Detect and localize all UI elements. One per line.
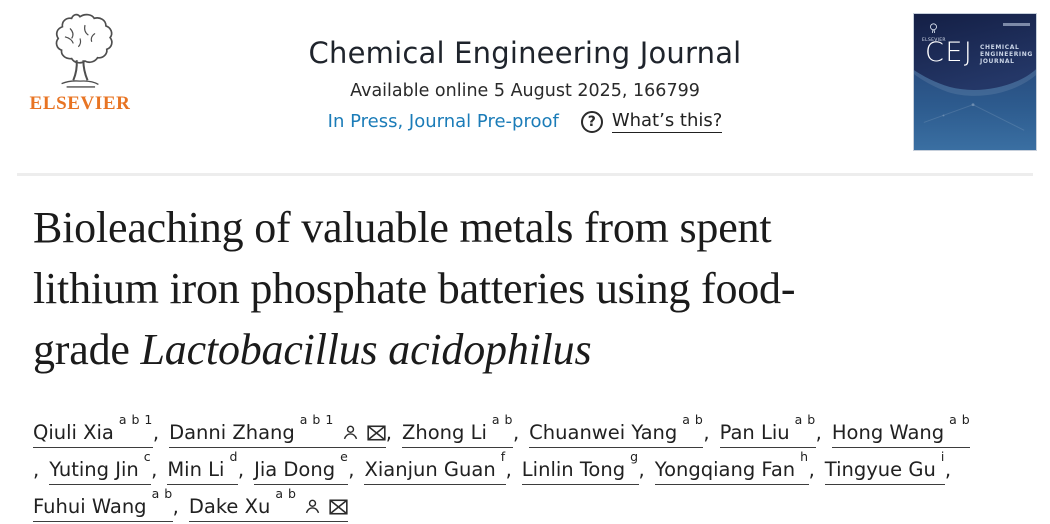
author-separator: , xyxy=(512,420,520,444)
status-row: In Press, Journal Pre-proof ? What’s thi… xyxy=(195,110,855,133)
author-separator: , xyxy=(172,494,179,518)
author-name[interactable]: Min Li xyxy=(167,457,225,481)
author-name[interactable]: Jia Dong xyxy=(254,457,336,481)
author-separator: , xyxy=(152,420,160,444)
cover-mini-tree-icon xyxy=(930,23,938,33)
article-title-line: lithium iron phosphate batteries using f… xyxy=(33,264,796,313)
author-affiliations: e xyxy=(340,449,349,464)
author-line-1: Qiuli Xiaa b 1, Danni Zhanga b 1, Zhong Li… xyxy=(33,412,980,449)
cover-journal-name: CHEMICAL ENGINEERING JOURNAL xyxy=(980,44,1033,65)
article-title-line: grade Lactobacillus acidophilus xyxy=(33,319,1028,380)
author-link[interactable]: Tingyue Gu i xyxy=(824,449,945,485)
author-separator: , xyxy=(944,457,952,481)
person-icon xyxy=(304,492,321,522)
author-link[interactable]: Pan Liu a b xyxy=(719,412,816,448)
author-affiliations: g xyxy=(630,449,639,464)
author-separator: , xyxy=(348,457,355,481)
cover-name-line: CHEMICAL xyxy=(980,44,1020,51)
author-separator: , xyxy=(638,457,645,481)
person-icon xyxy=(342,418,359,448)
author-link[interactable]: Qiuli Xia a b 1 xyxy=(33,412,153,448)
article-title-regular: grade xyxy=(33,325,141,374)
author-separator: , xyxy=(385,420,392,444)
elsevier-logo[interactable]: ELSEVIER xyxy=(28,10,132,115)
author-affiliations: a b xyxy=(794,412,816,427)
author-name[interactable]: Xianjun Guan xyxy=(364,457,496,481)
cover-name-line: JOURNAL xyxy=(980,58,1015,65)
author-link[interactable]: Jia Dong e xyxy=(254,449,349,485)
article-title-species-italic: Lactobacillus acidophilus xyxy=(140,325,592,374)
author-name[interactable]: Chuanwei Yang xyxy=(529,420,678,444)
author-affiliations: f xyxy=(500,449,506,464)
author-name[interactable]: Fuhui Wang xyxy=(33,494,147,518)
in-press-link[interactable]: In Press, Journal Pre-proof xyxy=(327,111,559,132)
author-name[interactable]: Yuting Jin xyxy=(49,457,139,481)
author-separator: , xyxy=(33,457,40,481)
author-link[interactable]: Dake Xu a b xyxy=(188,486,349,522)
author-affiliations: h xyxy=(800,449,809,464)
envelope-icon[interactable] xyxy=(329,492,349,522)
author-link[interactable]: Yuting Jin c xyxy=(49,449,152,485)
author-link[interactable]: Fuhui Wang a b xyxy=(33,486,173,522)
elsevier-wordmark: ELSEVIER xyxy=(29,93,131,114)
elsevier-tree-icon xyxy=(55,13,113,88)
author-name[interactable]: Pan Liu xyxy=(719,420,790,444)
author-affiliations: a b 1 xyxy=(299,412,334,427)
cover-volume-text-bar xyxy=(1003,23,1030,26)
author-name[interactable]: Qiuli Xia xyxy=(33,420,114,444)
author-affiliations: i xyxy=(940,449,945,464)
author-link[interactable]: Linlin Tong g xyxy=(521,449,639,485)
author-link[interactable]: Zhong Li a b xyxy=(402,412,513,448)
author-link[interactable]: Danni Zhang a b 1 xyxy=(169,412,386,448)
author-link[interactable]: Yongqiang Fan h xyxy=(654,449,809,485)
masthead: Chemical Engineering Journal Available o… xyxy=(195,36,855,133)
author-affiliations: d xyxy=(229,449,238,464)
author-name[interactable]: Yongqiang Fan xyxy=(654,457,796,481)
cover-wave-graphic xyxy=(914,14,1036,131)
author-link[interactable]: Min Li d xyxy=(167,449,238,485)
question-icon[interactable]: ? xyxy=(580,110,603,133)
author-separator: , xyxy=(151,457,158,481)
author-name[interactable]: Hong Wang xyxy=(831,420,945,444)
article-title: Bioleaching of valuable metals from spen… xyxy=(33,197,1028,380)
header-divider xyxy=(17,173,1033,176)
whats-this-link[interactable]: What’s this? xyxy=(611,110,723,133)
author-name[interactable]: Linlin Tong xyxy=(521,457,626,481)
author-link[interactable]: Hong Wang a b xyxy=(831,412,971,448)
author-separator: , xyxy=(703,420,710,444)
author-name[interactable]: Tingyue Gu xyxy=(824,457,936,481)
availability-text: Available online 5 August 2025, 166799 xyxy=(350,81,700,101)
author-separator: , xyxy=(505,457,512,481)
journal-cover-thumbnail[interactable]: ELSEVIER CEJ CHEMICAL ENGINEERING JOURNA… xyxy=(913,13,1037,151)
cover-mini-elsevier-logo: ELSEVIER xyxy=(922,19,946,43)
author-affiliations: a b xyxy=(491,412,513,427)
author-separator: , xyxy=(808,457,815,481)
author-link[interactable]: Xianjun Guan f xyxy=(364,449,506,485)
article-title-line: Bioleaching of valuable metals from spen… xyxy=(33,203,772,252)
author-list: Qiuli Xiaa b 1, Danni Zhanga b 1, Zhong Li… xyxy=(33,412,980,523)
cover-mini-wordmark: ELSEVIER xyxy=(922,38,946,43)
author-line-2: , Yuting Jinc, Min Lid, Jia Donge, Xianjun G… xyxy=(33,449,980,486)
envelope-icon[interactable] xyxy=(367,418,386,448)
author-name[interactable]: Zhong Li xyxy=(402,420,487,444)
author-affiliations: c xyxy=(143,449,152,464)
author-line-3: Fuhui Wang a b, Dake Xu a b xyxy=(33,486,980,523)
author-affiliations: a b 1 xyxy=(118,412,153,427)
author-affiliations: a b xyxy=(949,412,971,427)
author-name[interactable]: Dake Xu xyxy=(188,494,271,518)
author-separator: , xyxy=(237,457,245,481)
author-name[interactable]: Danni Zhang xyxy=(169,420,295,444)
journal-title-link[interactable]: Chemical Engineering Journal xyxy=(308,36,742,70)
cover-name-line: ENGINEERING xyxy=(980,51,1033,58)
author-affiliations: a b xyxy=(682,412,704,427)
author-affiliations: a b xyxy=(151,486,173,501)
author-affiliations: a b xyxy=(275,486,297,501)
cover-acronym: CEJ xyxy=(925,37,974,68)
author-separator: , xyxy=(815,420,822,444)
author-link[interactable]: Chuanwei Yang a b xyxy=(529,412,704,448)
